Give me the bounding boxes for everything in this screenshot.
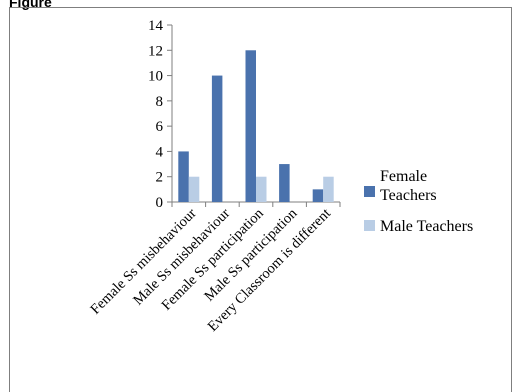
legend-swatch-male — [364, 220, 375, 231]
y-tick-label: 8 — [156, 94, 164, 110]
legend-swatch-female — [364, 186, 375, 197]
figure-label: Figure — [9, 0, 52, 10]
bar-female-teachers — [178, 151, 189, 202]
bar-female-teachers — [245, 50, 256, 203]
chart-frame — [9, 7, 512, 392]
bar-female-teachers — [211, 75, 223, 202]
bar-female-teachers — [312, 189, 324, 202]
legend-label: Female Teachers — [380, 168, 437, 204]
legend-label-line: Teachers — [380, 187, 437, 204]
y-tick-label: 12 — [148, 43, 163, 59]
y-tick-label: 4 — [156, 144, 164, 160]
y-tick-label: 2 — [156, 170, 164, 186]
bar-male-teachers — [323, 176, 334, 202]
y-tick-label: 6 — [156, 119, 164, 135]
y-tick-label: 14 — [148, 18, 164, 34]
bar-female-teachers — [279, 164, 290, 202]
y-tick-label: 10 — [148, 69, 163, 85]
y-tick-label: 0 — [156, 195, 164, 211]
bar-male-teachers — [188, 176, 200, 202]
bar-male-teachers — [256, 176, 267, 202]
legend-label-line: Female — [380, 168, 427, 185]
legend-label: Male Teachers — [380, 218, 473, 235]
